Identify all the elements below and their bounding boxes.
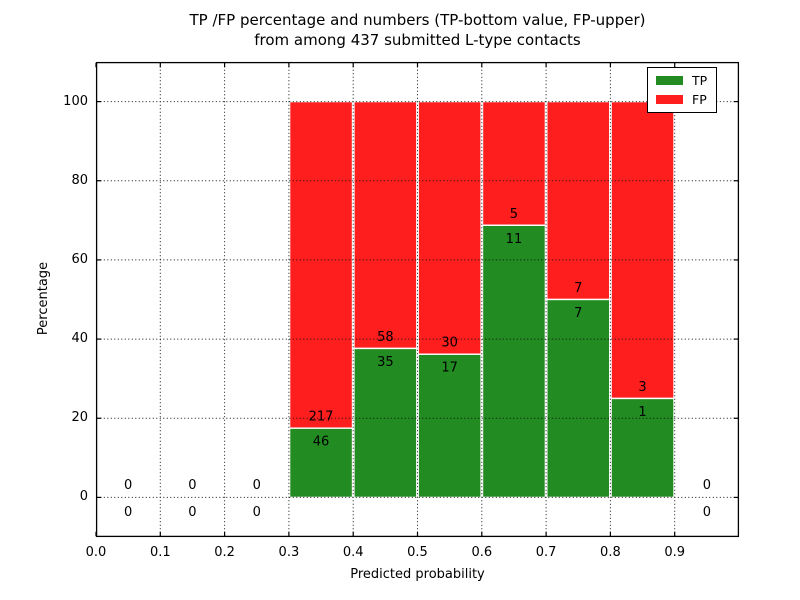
bar-count-label-tp: 11 <box>506 232 523 247</box>
x-tick-label: 0.3 <box>278 545 300 560</box>
bar-segment-fp <box>546 100 611 301</box>
bar-count-label-tp: 17 <box>441 361 458 376</box>
bar-count-label-fp: 217 <box>309 410 334 425</box>
bar-count-label-fp: 7 <box>574 281 582 296</box>
x-tick-label: 0.4 <box>342 545 364 560</box>
bar-count-label-tp: 7 <box>574 306 582 321</box>
bar-segment-fp <box>610 100 675 400</box>
chart-canvas: 0 0 0 0 0 0 217 46 58 35 30 17 5 11 7 7 3 1 0 0 <box>95 61 740 538</box>
y-tick-label: 60 <box>71 251 88 267</box>
legend-item-tp: TP <box>656 74 707 87</box>
bar-count-label-fp: 0 <box>703 478 711 493</box>
legend: TP FP <box>647 67 718 113</box>
chart-title: TP /FP percentage and numbers (TP-bottom… <box>96 10 739 50</box>
bar-segment-tp <box>353 347 418 499</box>
y-tick-label: 100 <box>63 93 88 109</box>
x-tick-label: 0.5 <box>407 545 428 560</box>
bar-count-label-fp: 58 <box>377 330 394 345</box>
bar-count-label-tp: 0 <box>703 505 711 520</box>
bar-count-label-tp: 46 <box>313 435 330 450</box>
x-tick-label: 0.8 <box>600 545 621 560</box>
bar-segment-fp <box>353 100 418 350</box>
bar-count-label-tp: 1 <box>638 405 646 420</box>
x-axis-label: Predicted probability <box>350 567 485 582</box>
bar-count-label-fp: 0 <box>253 478 261 493</box>
bar-count-label-tp: 0 <box>253 505 261 520</box>
bar-count-label-tp: 35 <box>377 355 394 370</box>
bar-segment-tp <box>417 353 482 499</box>
bar-count-label-fp: 30 <box>441 336 458 351</box>
bar-segment-tp <box>481 224 547 499</box>
y-axis-label: Percentage <box>36 261 52 336</box>
y-tick-label: 20 <box>71 410 88 426</box>
bar-count-label-fp: 5 <box>510 207 518 222</box>
legend-label-fp: FP <box>692 92 707 107</box>
x-tick-label: 0.1 <box>149 545 171 560</box>
plot-frame <box>95 61 740 538</box>
bar-segment-tp <box>288 427 354 499</box>
bar-segment-fp <box>288 100 354 429</box>
x-tick-label: 0.6 <box>471 545 493 560</box>
bar-count-label-fp: 0 <box>124 478 132 493</box>
tp-color-swatch <box>656 76 683 85</box>
chart-title-line-2: from among 437 submitted L-type contacts <box>254 31 581 49</box>
bar-count-label-tp: 0 <box>124 505 132 520</box>
x-tick-label: 0.9 <box>664 545 686 560</box>
x-tick-label: 0.0 <box>85 545 107 560</box>
y-tick-label: 0 <box>79 489 88 505</box>
bar-segment-tp <box>546 298 611 499</box>
x-tick-label: 0.2 <box>214 545 235 560</box>
bar-count-label-fp: 3 <box>638 380 646 395</box>
chart-title-line-1: TP /FP percentage and numbers (TP-bottom… <box>189 11 646 29</box>
legend-label-tp: TP <box>692 73 708 88</box>
bar-count-label-fp: 0 <box>188 478 196 493</box>
legend-item-fp: FP <box>656 93 707 106</box>
bar-segment-fp <box>417 100 482 355</box>
bar-segment-tp <box>610 397 675 499</box>
y-tick-label: 40 <box>71 331 88 347</box>
x-tick-label: 0.7 <box>535 545 557 560</box>
fp-color-swatch <box>656 95 683 104</box>
bar-count-label-tp: 0 <box>188 505 196 520</box>
y-tick-label: 80 <box>71 172 88 188</box>
